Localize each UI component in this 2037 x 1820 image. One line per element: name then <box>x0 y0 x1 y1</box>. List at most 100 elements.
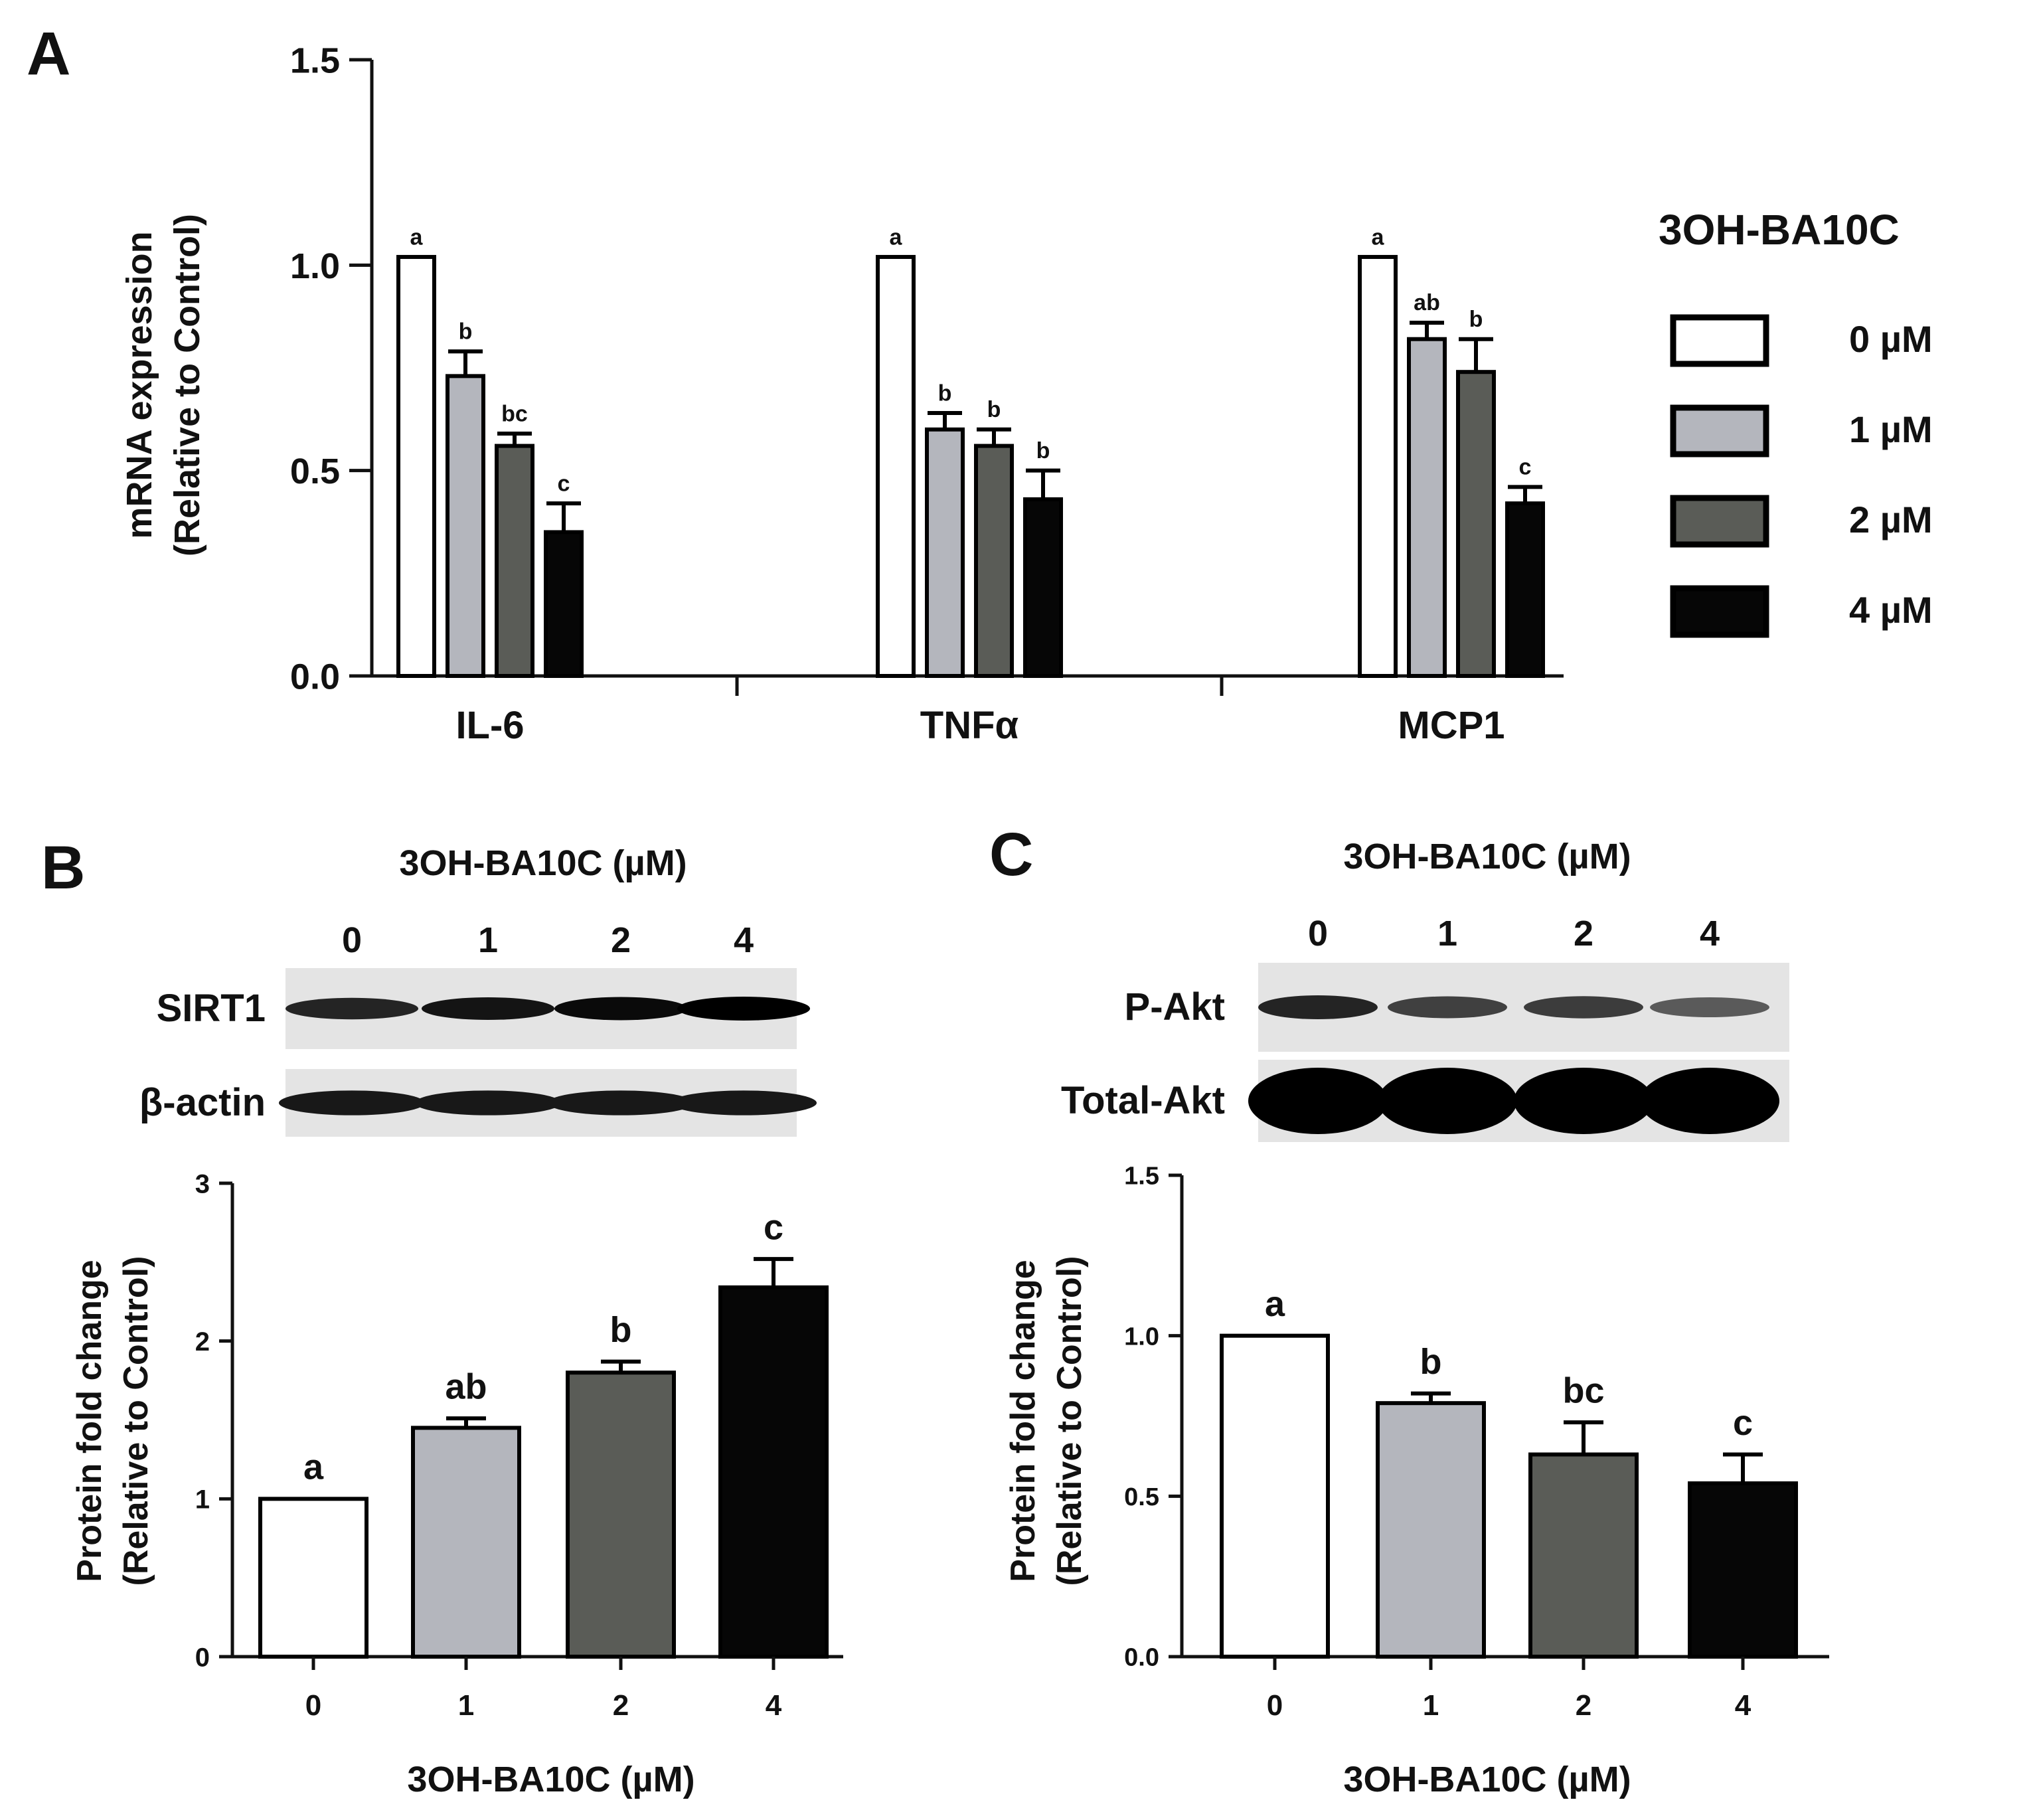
chart-a-bar <box>396 254 436 678</box>
chart-a-significance-letter: b <box>459 319 473 345</box>
chart-b-y-tick-label: 2 <box>195 1327 210 1357</box>
chart-a-significance-letter: c <box>1519 455 1532 480</box>
chart-b-category-label: 2 <box>613 1689 629 1722</box>
chart-b-ylabel2: (Relative to Control) <box>117 1256 155 1586</box>
blot-b-band <box>422 997 554 1021</box>
chart-b-ylabel: Protein fold change <box>70 1260 109 1582</box>
blot-c-band <box>1258 995 1378 1020</box>
chart-c: Protein fold change (Relative to Control… <box>1004 1163 1829 1799</box>
legend-item-label: 4 µM <box>1849 589 1933 631</box>
chart-b-significance-letter: a <box>303 1448 324 1487</box>
blot-c-lane-label: 1 <box>1437 914 1457 953</box>
chart-a-y-tick-label: 0.5 <box>290 452 340 491</box>
legend: 3OH-BA10C 0 µM 1 µM 2 µM 4 µM <box>1659 206 1933 638</box>
chart-c-y-tick-label: 0.5 <box>1124 1483 1159 1511</box>
chart-a-bar <box>974 444 1014 679</box>
chart-a-significance-letter: b <box>1036 438 1050 463</box>
chart-a-bar <box>1505 501 1545 678</box>
chart-a-significance-letter: ab <box>1414 290 1440 315</box>
chart-a-category-label: TNFα <box>920 704 1019 747</box>
chart-a-ylabel: mRNA expression <box>120 231 159 538</box>
blot-c-band <box>1248 1068 1388 1134</box>
chart-a-y-tick-label: 0.0 <box>290 657 340 697</box>
chart-b-significance-letter: b <box>610 1310 632 1350</box>
chart-c-bar <box>1376 1401 1486 1659</box>
chart-a-significance-letter: bc <box>501 401 528 426</box>
blot-b-lane-label: 2 <box>611 920 631 960</box>
blot-c-lane-label: 0 <box>1308 914 1328 953</box>
chart-b-bar <box>411 1426 521 1659</box>
chart-b-xlabel: 3OH-BA10C (µM) <box>407 1760 694 1799</box>
chart-c-category-label: 0 <box>1267 1689 1283 1722</box>
chart-c-significance-letter: b <box>1420 1342 1442 1382</box>
chart-a-significance-letter: c <box>558 471 570 496</box>
chart-a-significance-letter: a <box>410 224 424 250</box>
legend-title: 3OH-BA10C <box>1659 206 1900 254</box>
panel-label-b: B <box>41 834 85 902</box>
chart-b-category-label: 1 <box>458 1689 474 1722</box>
chart-b-y-tick-label: 1 <box>195 1485 210 1515</box>
chart-c-y-tick-label: 1.0 <box>1124 1323 1159 1351</box>
blot-b-lane-label: 4 <box>734 920 754 960</box>
chart-a-category-label: IL-6 <box>455 704 524 747</box>
chart-a: mRNA expression (Relative to Control) 0.… <box>120 41 1564 747</box>
blot-c-row-label: Total-Akt <box>1061 1079 1225 1122</box>
chart-c-y-tick-label: 1.5 <box>1124 1163 1159 1191</box>
chart-c-category-label: 2 <box>1576 1689 1591 1722</box>
chart-c-category-label: 4 <box>1735 1689 1752 1722</box>
blot-b-lane-label: 1 <box>478 920 498 960</box>
chart-a-bar <box>495 444 534 679</box>
legend-item-label: 2 µM <box>1849 499 1933 540</box>
chart-c-bar <box>1220 1333 1330 1659</box>
chart-a-significance-letter: b <box>987 397 1001 422</box>
panel-label-a: A <box>27 20 70 88</box>
chart-a-y-tick-label: 1.5 <box>290 41 340 80</box>
blot-c-band <box>1640 1068 1779 1134</box>
chart-a-significance-letter: b <box>1469 307 1483 332</box>
blot-c-row-label: P-Akt <box>1125 985 1225 1029</box>
blot-c-band <box>1514 1068 1653 1134</box>
blot-c-band <box>1378 1068 1517 1134</box>
blot-b-lane-label: 0 <box>342 920 362 960</box>
blot-c-title: 3OH-BA10C (µM) <box>1343 837 1631 876</box>
blot-b-band <box>279 1090 425 1116</box>
blot-b-band <box>671 1090 817 1116</box>
chart-a-bar <box>876 254 916 678</box>
legend-swatch <box>1670 404 1769 457</box>
chart-b: Protein fold change (Relative to Control… <box>70 1169 843 1799</box>
chart-a-bar <box>925 427 965 678</box>
chart-b-y-tick-label: 0 <box>195 1643 210 1672</box>
chart-b-significance-letter: c <box>764 1207 783 1247</box>
chart-a-y-tick-label: 1.0 <box>290 246 340 286</box>
chart-c-ylabel: Protein fold change <box>1004 1260 1042 1582</box>
chart-b-category-label: 4 <box>766 1689 782 1722</box>
western-blot-b: 3OH-BA10C (µM) 0 1 2 4 SIRT1 β-actin <box>139 843 817 1137</box>
chart-a-bar <box>1456 370 1496 678</box>
chart-c-significance-letter: bc <box>1562 1370 1604 1410</box>
chart-b-significance-letter: ab <box>445 1366 487 1406</box>
chart-a-significance-letter: b <box>938 380 952 406</box>
chart-a-bar <box>544 530 584 679</box>
blot-c-band <box>1524 996 1643 1019</box>
chart-a-significance-letter: a <box>1372 224 1385 250</box>
blot-b-band <box>677 997 810 1021</box>
chart-b-bar <box>258 1497 368 1659</box>
chart-a-bar <box>446 374 485 679</box>
blot-c-lane-label: 2 <box>1574 914 1593 953</box>
chart-c-significance-letter: c <box>1733 1403 1753 1443</box>
chart-a-bar <box>1023 497 1063 678</box>
chart-c-ylabel2: (Relative to Control) <box>1050 1256 1089 1586</box>
blot-b-band <box>285 997 418 1020</box>
chart-a-category-label: MCP1 <box>1398 704 1505 747</box>
chart-b-category-label: 0 <box>305 1689 321 1722</box>
legend-swatch <box>1670 495 1769 548</box>
chart-c-category-label: 1 <box>1423 1689 1439 1722</box>
chart-a-bar <box>1407 337 1447 678</box>
blot-b-band <box>554 997 687 1021</box>
chart-a-significance-letter: a <box>890 224 903 250</box>
legend-item-label: 1 µM <box>1849 408 1933 450</box>
blot-c-band <box>1650 997 1769 1018</box>
chart-c-bar <box>1528 1452 1639 1659</box>
chart-a-bar <box>1358 254 1398 678</box>
